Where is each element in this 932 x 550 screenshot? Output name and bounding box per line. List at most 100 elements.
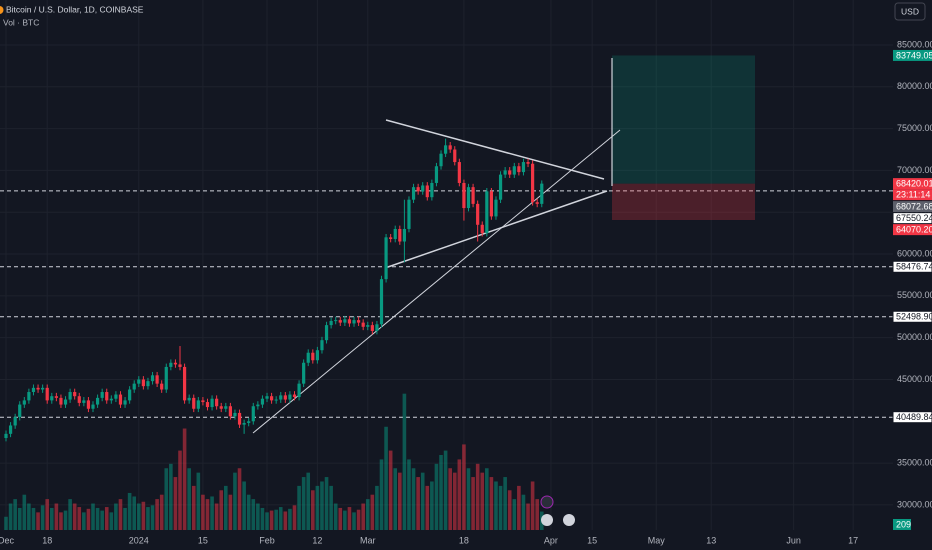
candle-body: [196, 400, 200, 409]
volume-bar: [311, 490, 315, 530]
candle-body: [416, 187, 420, 192]
volume-bar: [297, 485, 301, 530]
event-icon[interactable]: [563, 514, 575, 526]
candle-body: [370, 325, 374, 331]
volume-bar: [127, 492, 132, 530]
candle-body: [82, 400, 86, 403]
candle-body: [4, 433, 8, 439]
candle-body: [521, 162, 526, 173]
candle-body: [457, 162, 461, 183]
candle-body: [105, 392, 109, 401]
volume-bar: [466, 468, 471, 530]
volume-bar: [370, 494, 375, 530]
candle-body: [123, 400, 127, 405]
volume-bar: [109, 512, 114, 530]
price-label: 68420.01: [896, 179, 932, 189]
trend-line-long[interactable]: [252, 129, 621, 434]
candle-body: [494, 199, 498, 217]
volume-bar: [402, 393, 407, 530]
candle-body: [269, 396, 274, 401]
volume-bar: [95, 507, 100, 530]
volume-bar: [22, 494, 27, 530]
y-tick-label: 30000.00: [897, 499, 932, 509]
volume-bar: [205, 499, 210, 530]
volume-bar: [517, 485, 521, 530]
countdown: 23:11:14: [896, 190, 930, 200]
volume-bar: [118, 499, 123, 530]
volume-bar: [398, 472, 402, 530]
candle-body: [178, 364, 182, 367]
volume-bar: [224, 485, 228, 530]
candle-body: [334, 320, 338, 322]
candle-body: [86, 400, 91, 409]
candle-body: [141, 379, 145, 387]
volume-bar: [114, 503, 118, 530]
volume-bar: [201, 494, 205, 530]
price-label-box: [893, 224, 932, 236]
candle-body: [389, 237, 393, 239]
candle-body: [306, 352, 310, 363]
volume-bar: [86, 508, 91, 530]
price-label-box: [892, 260, 932, 273]
candle-body: [256, 404, 260, 407]
volume-bar: [503, 477, 507, 530]
trend-line-lower[interactable]: [384, 190, 608, 269]
candle-body: [485, 191, 489, 234]
volume-bar: [136, 503, 141, 530]
candle-body: [164, 366, 168, 390]
candle-body: [36, 387, 40, 390]
candle-body: [201, 400, 205, 403]
currency-button[interactable]: [894, 2, 926, 21]
price-label: 64070.20: [896, 225, 932, 235]
candle-body: [338, 320, 342, 323]
currency[interactable]: USD: [901, 6, 919, 16]
volume-bar: [407, 459, 411, 530]
volume-bar: [306, 472, 311, 530]
volume-bar: [535, 499, 539, 530]
volume-bar: [45, 499, 50, 530]
volume-bar: [159, 494, 164, 530]
y-tick-label: 55000.00: [897, 290, 932, 300]
trend-line-upper[interactable]: [385, 119, 605, 180]
candle-body: [210, 398, 214, 408]
candle-body: [476, 203, 480, 225]
candle-body: [531, 163, 535, 203]
volume-bar: [425, 485, 430, 530]
volume-bar: [191, 485, 196, 530]
volume-bar: [91, 503, 95, 530]
candle-body: [228, 406, 232, 417]
volume-bar: [265, 512, 269, 530]
candle-body: [393, 228, 397, 239]
volume-bar: [507, 490, 512, 530]
volume-bar: [489, 477, 494, 530]
candle-body: [297, 383, 301, 398]
stop-zone[interactable]: [612, 183, 755, 221]
volume-bar: [416, 477, 420, 530]
candle-body: [169, 362, 173, 367]
candle-body: [324, 325, 329, 341]
candle-body: [132, 383, 136, 390]
x-tick-label: Jun: [786, 535, 801, 545]
candle-body: [292, 394, 297, 398]
candle-body: [329, 320, 333, 326]
candle-body: [18, 404, 22, 418]
volume-bar: [498, 485, 503, 530]
candle-body: [471, 187, 475, 204]
candle-body: [233, 412, 237, 417]
volume-bar: [54, 503, 59, 530]
event-icon[interactable]: [541, 514, 553, 526]
candle-body: [448, 145, 452, 150]
volume-bar: [269, 510, 274, 530]
candle-body: [45, 387, 49, 401]
event-icon[interactable]: [540, 495, 554, 509]
volume-bar: [439, 455, 443, 530]
candle-body: [187, 397, 191, 401]
volume-bar: [475, 463, 480, 530]
volume-bar: [462, 444, 466, 530]
target-zone[interactable]: [612, 55, 755, 184]
volume-bar: [100, 510, 104, 530]
candle-body: [274, 399, 278, 401]
candle-body: [421, 185, 425, 192]
candle-body: [224, 406, 228, 409]
